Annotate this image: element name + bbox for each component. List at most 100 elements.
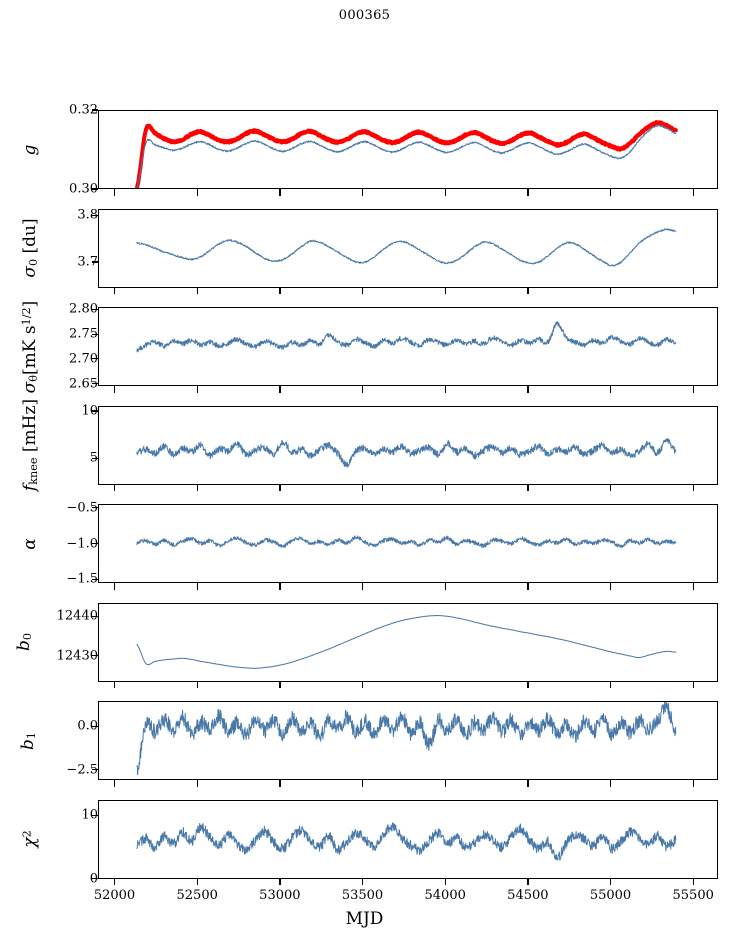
plot-panel-f_knee [98, 405, 718, 485]
y-tick-label-alpha: −1.5 [66, 571, 98, 587]
y-tick-label-gain: 0.30 [69, 181, 98, 197]
x-tick-mark [527, 583, 529, 590]
x-tick-mark [692, 681, 694, 688]
y-tick-mark-sigma_theta [91, 333, 98, 335]
y-tick-label-sigma_theta: 2.65 [69, 376, 98, 392]
series-chi2 [137, 822, 676, 859]
y-tick-mark-sigma_theta [91, 358, 98, 360]
y-tick-label-b0: 12430 [56, 648, 98, 664]
plot-panel-sigma0 [98, 208, 718, 288]
x-tick-mark [692, 878, 694, 885]
plot-panel-gain [98, 110, 718, 189]
x-tick-mark [444, 780, 446, 787]
series-f_knee [137, 438, 676, 467]
series-g_red [137, 122, 676, 188]
x-tick-mark [279, 484, 281, 491]
x-tick-mark [196, 681, 198, 688]
x-tick-mark [279, 386, 281, 393]
y-tick-label-f_knee: 5 [0, 451, 105, 466]
y-tick-mark-gain [91, 109, 98, 111]
x-tick-mark [527, 681, 529, 688]
y-tick-label-b0: 12440 [56, 608, 98, 624]
y-tick-mark-sigma0 [91, 214, 98, 217]
series-g_blue [137, 125, 676, 188]
x-tick-mark [692, 189, 694, 196]
y-tick-label-sigma0: 3.8 [77, 207, 98, 223]
y-tick-mark-alpha [91, 578, 98, 581]
y-tick-mark-chi2 [91, 814, 98, 816]
trace-area-b1 [99, 702, 717, 779]
trace-area-sigma_theta [99, 308, 717, 385]
x-axis-label: MJD [345, 908, 384, 929]
x-tick-mark [527, 189, 529, 196]
y-tick-mark-chi2 [91, 877, 98, 880]
trace-area-alpha [99, 505, 717, 582]
plot-panel-alpha [98, 504, 718, 583]
x-tick-label: 52500 [176, 887, 218, 903]
y-tick-label-b1: 0.0 [77, 718, 98, 734]
x-tick-mark [113, 386, 116, 393]
plot-panel-chi2 [98, 799, 718, 879]
x-tick-mark [279, 189, 281, 196]
y-tick-mark-b1 [91, 725, 98, 727]
x-tick-mark [113, 681, 116, 688]
y-tick-label-sigma_theta: 2.75 [69, 326, 98, 342]
x-tick-mark [113, 484, 116, 491]
y-tick-mark-b0 [91, 615, 98, 617]
x-tick-mark [361, 878, 364, 885]
y-tick-label-chi2: 0 [0, 871, 105, 886]
x-tick-mark [196, 878, 198, 885]
x-tick-mark [444, 681, 446, 688]
y-tick-mark-b1 [91, 768, 98, 771]
trace-area-f_knee [99, 407, 717, 484]
series-sigma0 [137, 228, 676, 265]
x-tick-mark [609, 386, 612, 393]
y-tick-mark-gain [91, 188, 98, 190]
y-tick-label-sigma_theta: 2.70 [69, 351, 98, 367]
x-tick-mark [692, 780, 694, 787]
x-tick-mark [444, 583, 446, 590]
x-tick-mark [444, 484, 446, 491]
y-tick-mark-f_knee [91, 410, 98, 412]
y-tick-mark-sigma_theta [91, 308, 98, 311]
x-tick-mark [692, 287, 694, 294]
x-tick-mark [527, 287, 529, 294]
trace-area-chi2 [99, 801, 717, 878]
x-tick-mark [527, 484, 529, 491]
x-tick-label: 53500 [341, 887, 384, 903]
x-tick-mark [444, 878, 446, 885]
series-b0 [137, 615, 676, 668]
x-tick-label: 53000 [259, 887, 301, 903]
trace-area-gain [99, 111, 717, 188]
x-tick-mark [196, 583, 198, 590]
x-tick-mark [527, 780, 529, 787]
y-tick-label-alpha: −0.5 [66, 500, 98, 516]
x-tick-mark [196, 780, 198, 787]
x-tick-mark [113, 287, 116, 294]
x-tick-mark [609, 878, 612, 885]
x-tick-mark [113, 780, 116, 787]
x-tick-mark [609, 780, 612, 787]
x-tick-mark [692, 386, 694, 393]
x-tick-mark [609, 484, 612, 491]
x-tick-mark [279, 780, 281, 787]
plot-panel-sigma_theta [98, 307, 718, 386]
x-tick-mark [279, 878, 281, 885]
x-tick-label: 54500 [507, 887, 549, 903]
y-tick-label-gain: 0.32 [69, 102, 98, 118]
x-tick-mark [361, 583, 364, 590]
x-tick-mark [444, 287, 446, 294]
x-tick-mark [527, 878, 529, 885]
x-tick-mark [279, 681, 281, 688]
trace-area-sigma0 [99, 210, 717, 287]
y-axis-label-chi2: χ2 [20, 830, 40, 848]
y-tick-mark-sigma0 [91, 261, 98, 263]
x-tick-mark [113, 878, 116, 885]
x-tick-mark [361, 386, 364, 393]
x-tick-mark [361, 780, 364, 787]
y-tick-label-b1: −2.5 [66, 762, 98, 778]
series-b1 [137, 702, 676, 775]
y-tick-mark-alpha [91, 542, 98, 545]
x-tick-mark [361, 287, 364, 294]
